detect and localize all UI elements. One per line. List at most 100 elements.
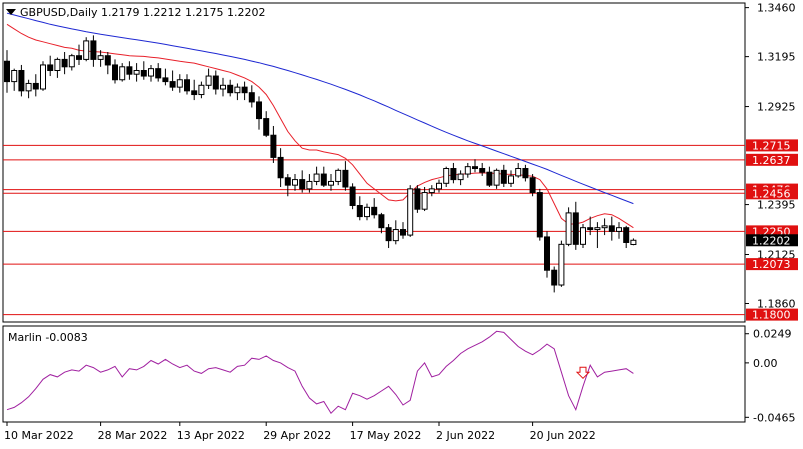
candle [421, 187, 428, 212]
candle [587, 216, 594, 236]
candle [544, 231, 550, 278]
x-tick-label: 20 Jun 2022 [530, 429, 596, 442]
candle-body [90, 40, 97, 60]
level-tag [746, 153, 798, 166]
candle-body [32, 82, 39, 90]
candle-body [270, 134, 277, 158]
candle [320, 166, 327, 188]
indicator-y-tick-label: 0.0249 [753, 328, 792, 341]
candle-body [472, 166, 478, 170]
candle [176, 74, 183, 93]
candle [515, 162, 522, 178]
symbol-header: GBPUSD,Daily 1.2179 1.2212 1.2175 1.2202 [20, 6, 265, 19]
candle-body [176, 79, 183, 88]
candle-body [522, 168, 529, 179]
candle [220, 77, 226, 97]
candle-body [313, 173, 320, 182]
candle [356, 196, 363, 221]
level-tag-label: 1.2456 [752, 187, 791, 200]
y-tick-label: 1.2925 [757, 101, 796, 114]
candle-body [623, 227, 630, 243]
level-tag-label: 1.2637 [752, 154, 791, 167]
candle-body [97, 55, 104, 60]
candle-body [4, 60, 10, 83]
candle [508, 170, 514, 188]
candle [191, 79, 198, 101]
candle-body [515, 168, 522, 177]
candle-body [241, 86, 248, 94]
candle-body [486, 171, 493, 186]
candle-body [119, 66, 126, 81]
candle-body [40, 64, 46, 90]
candle-body [587, 227, 594, 231]
candle-body [529, 177, 536, 194]
candle [54, 57, 61, 78]
candle [493, 168, 500, 189]
candle [364, 203, 370, 221]
x-tick-label: 28 Mar 2022 [98, 429, 168, 442]
indicator-title: Marlin -0.0083 [8, 331, 88, 344]
candle [270, 125, 277, 163]
candle [32, 74, 39, 97]
candle-body [414, 188, 421, 210]
candle-body [54, 58, 61, 71]
candle-body [18, 69, 25, 92]
candle [40, 61, 46, 91]
candle [198, 81, 205, 99]
level-tag [746, 139, 798, 152]
candle-body [601, 225, 608, 229]
candle [133, 63, 140, 82]
candle [378, 212, 385, 234]
candle-body [61, 58, 68, 68]
candle [227, 79, 234, 97]
candle [428, 185, 435, 197]
candle-body [299, 179, 306, 190]
x-tick-label: 13 Apr 2022 [177, 429, 245, 442]
candle-body [148, 68, 154, 77]
candle-body [126, 66, 133, 75]
collapse-triangle-icon[interactable] [6, 9, 16, 15]
candle [594, 222, 601, 249]
candle-body [594, 227, 601, 231]
candle [284, 174, 291, 197]
candles [4, 35, 637, 293]
down-arrow-icon [575, 366, 591, 380]
candle-body [378, 214, 385, 229]
candle-body [47, 64, 54, 71]
candle [11, 68, 18, 91]
candle [371, 198, 378, 219]
candle [277, 148, 284, 188]
candle-body [364, 206, 370, 218]
indicator-y-tick-label: 0.00 [753, 357, 778, 370]
candle [565, 207, 572, 247]
red-moving-average-line [6, 23, 634, 229]
candle [212, 70, 219, 95]
candle-body [140, 69, 147, 77]
candle-body [580, 227, 586, 245]
candle-body [443, 168, 450, 184]
candle [608, 216, 615, 241]
candle-body [436, 182, 442, 190]
candle [25, 79, 32, 99]
candle [436, 179, 442, 193]
candle [349, 183, 356, 210]
candle-body [284, 177, 291, 186]
candle-body [306, 180, 313, 190]
indicator-plot-frame [2, 325, 746, 423]
y-tick-label: 1.3460 [757, 2, 796, 15]
candle-body [371, 206, 378, 216]
candle-body [76, 55, 82, 60]
candle [148, 64, 154, 82]
candle-body [464, 166, 471, 175]
candle-body [572, 212, 579, 245]
horizontal-levels [3, 144, 745, 316]
candle [392, 220, 399, 245]
candle-body [500, 169, 507, 184]
candle [18, 64, 25, 97]
candle-body [335, 169, 342, 182]
level-tag-label: 1.2073 [752, 258, 791, 271]
candle [126, 61, 133, 80]
candle-body [421, 192, 428, 210]
candle-body [508, 175, 514, 184]
candle-body [630, 239, 637, 246]
